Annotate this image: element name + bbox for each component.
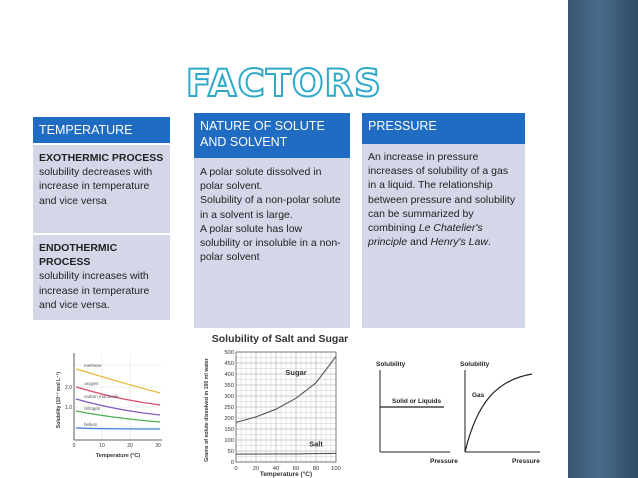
- series-label-methane: methane: [84, 363, 102, 368]
- endothermic-title: ENDOTHERMIC PROCESS: [39, 242, 118, 269]
- salt-sugar-solubility-chart: Solubility of Salt and Sugar 50045040035…: [200, 330, 360, 478]
- slide-title: FACTORS: [185, 61, 382, 106]
- y-tick-label: 100: [224, 438, 234, 444]
- y-tick-1: 1.0: [65, 405, 72, 411]
- y-tick-label: 50: [228, 449, 234, 455]
- y-tick-label: 350: [224, 383, 234, 389]
- chart-title: Solubility of Salt and Sugar: [212, 333, 349, 345]
- x-tick-label: 100: [331, 466, 341, 472]
- x-tick-0: 0: [73, 443, 76, 449]
- y-tick-2: 2.0: [65, 385, 72, 391]
- temperature-header-text: TEMPERATURE: [39, 123, 133, 137]
- pressure-text: An increase in pressure increases of sol…: [368, 151, 516, 235]
- series-label-carbon-monoxide: carbon monoxide: [84, 394, 119, 399]
- x-tick-label: 60: [293, 466, 299, 472]
- gas-chart-ylabel: Solubility (10⁻³ mol L⁻¹): [56, 372, 62, 428]
- y-tick-label: 150: [224, 427, 234, 433]
- exothermic-text: solubility decreases with increase in te…: [39, 166, 153, 207]
- pressure-solubility-charts: Solubility Solid or Liquids Pressure Sol…: [372, 352, 544, 470]
- y-tick-label: 450: [224, 361, 234, 367]
- pressure-panel: An increase in pressure increases of sol…: [362, 144, 525, 328]
- decorative-side-strip: [568, 0, 638, 478]
- series-line-salt: [236, 452, 337, 455]
- y-tick-label: 500: [224, 350, 234, 356]
- chart-ylabel: Grams of solute dissolved in 100 ml wate…: [204, 358, 210, 462]
- endothermic-text: solubility increases with increase in te…: [39, 270, 150, 311]
- exothermic-title: EXOTHERMIC PROCESS: [39, 152, 164, 164]
- pressure-header: PRESSURE: [362, 113, 525, 144]
- x-tick-10: 10: [99, 443, 105, 449]
- endothermic-panel: ENDOTHERMIC PROCESS solubility increases…: [33, 235, 170, 320]
- gas-chart-xlabel: Temperature (°C): [96, 453, 140, 459]
- nature-header-text: NATURE OF SOLUTE AND SOLVENT: [200, 119, 325, 149]
- y-tick-label: 400: [224, 372, 234, 378]
- exothermic-panel: EXOTHERMIC PROCESS solubility decreases …: [33, 145, 170, 233]
- series-label-helium: helium: [84, 422, 98, 427]
- le-chatelier-text: Le Chatelier's principle: [368, 222, 483, 249]
- y-tick-label: 250: [224, 405, 234, 411]
- pressure-end-text: .: [487, 236, 491, 249]
- left-xlabel: Pressure: [430, 458, 458, 465]
- methane-curve: [75, 368, 161, 394]
- henry-law-text: Henry's Law: [430, 236, 488, 249]
- left-ylabel: Solubility: [376, 361, 406, 368]
- gas-curve: [464, 373, 533, 453]
- x-tick-label: 40: [273, 466, 279, 472]
- gas-label: Gas: [472, 392, 485, 399]
- carbon-monoxide-curve: [75, 398, 161, 416]
- x-tick-label: 0: [234, 466, 237, 472]
- x-tick-label: 80: [313, 466, 319, 472]
- series-label-sugar: Sugar: [285, 368, 306, 377]
- temperature-header: TEMPERATURE: [33, 117, 170, 143]
- nature-panel: A polar solute dissolved in polar solven…: [194, 158, 350, 328]
- nature-line-3: A polar solute has low solubility or ins…: [200, 222, 341, 264]
- series-label-salt: Salt: [309, 439, 323, 448]
- x-tick-20: 20: [127, 443, 133, 449]
- nature-line-1: A polar solute dissolved in polar solven…: [200, 166, 322, 193]
- oxygen-curve: [75, 386, 161, 406]
- series-line-sugar: [235, 356, 337, 423]
- gas-solubility-chart: methane oxygen carbon monoxide nitrogen …: [52, 345, 172, 465]
- right-xlabel: Pressure: [512, 458, 540, 465]
- pressure-and-text: and: [407, 236, 431, 249]
- x-tick-30: 30: [155, 443, 161, 449]
- right-ylabel: Solubility: [460, 361, 490, 368]
- solid-liquid-label: Solid or Liquids: [392, 398, 441, 405]
- series-label-nitrogen: nitrogen: [84, 406, 101, 411]
- helium-curve: [75, 427, 161, 430]
- series-label-oxygen: oxygen: [84, 381, 99, 386]
- y-tick-label: 0: [231, 460, 234, 466]
- y-tick-label: 200: [224, 416, 234, 422]
- nature-line-2: Solubility of a non-polar solute in a so…: [200, 194, 341, 221]
- x-tick-label: 20: [253, 466, 259, 472]
- nitrogen-curve: [75, 410, 161, 423]
- y-tick-label: 300: [224, 394, 234, 400]
- pressure-header-text: PRESSURE: [368, 119, 437, 133]
- nature-header: NATURE OF SOLUTE AND SOLVENT: [194, 113, 350, 158]
- chart-xlabel: Temperature (°C): [260, 470, 312, 478]
